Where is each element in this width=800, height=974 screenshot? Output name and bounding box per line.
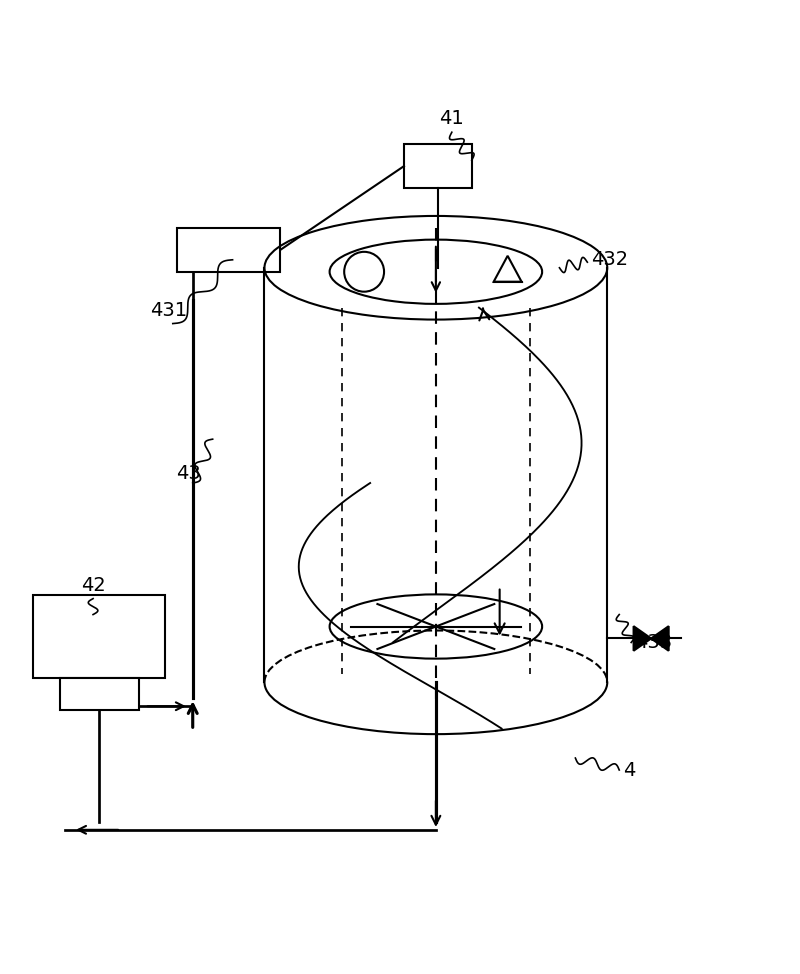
Text: 433: 433 — [635, 633, 672, 652]
Text: 431: 431 — [150, 301, 187, 319]
FancyBboxPatch shape — [177, 228, 281, 272]
FancyBboxPatch shape — [404, 144, 472, 188]
Polygon shape — [651, 626, 669, 651]
Text: 4: 4 — [623, 761, 635, 779]
Polygon shape — [634, 626, 651, 651]
Text: 42: 42 — [81, 576, 106, 594]
FancyBboxPatch shape — [59, 678, 138, 710]
FancyBboxPatch shape — [34, 594, 165, 678]
Text: 41: 41 — [439, 109, 464, 129]
Text: 43: 43 — [176, 464, 201, 483]
Text: 432: 432 — [591, 250, 629, 269]
